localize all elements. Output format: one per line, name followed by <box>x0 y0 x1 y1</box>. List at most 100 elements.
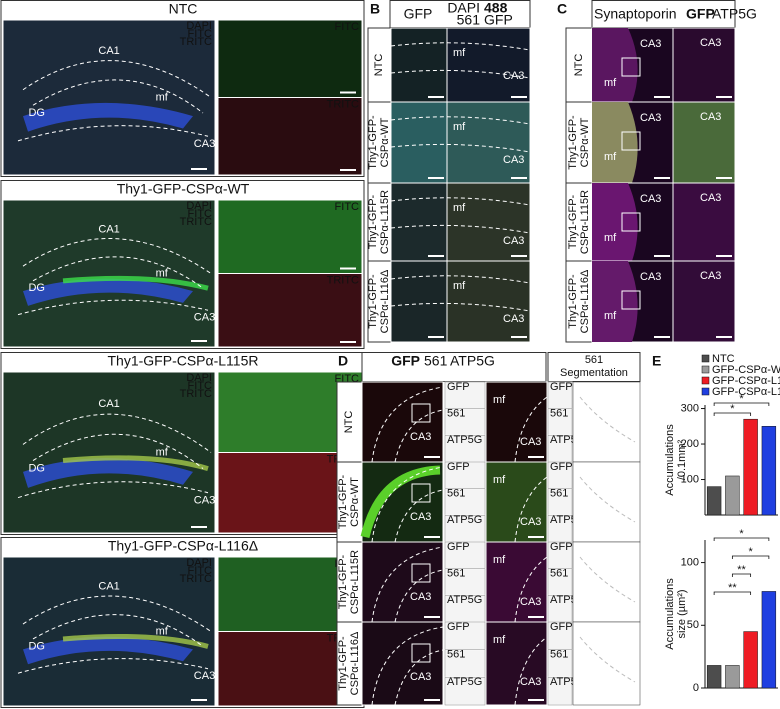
channel-label: FITC <box>188 380 212 392</box>
outline <box>390 143 531 153</box>
mini-panel <box>547 514 573 543</box>
micrograph <box>446 260 531 343</box>
mini-label: ATP5G <box>447 594 482 606</box>
significance-bracket <box>713 412 752 416</box>
outline <box>579 396 636 443</box>
micrograph <box>672 27 736 103</box>
region-label: mf <box>453 280 466 292</box>
roi-box <box>621 131 641 151</box>
region-label: CA3 <box>640 38 661 50</box>
group-title: Thy1-GFP-CSPα-WT <box>117 181 250 197</box>
legend-label: GFP-CSPα-L115R <box>712 375 780 387</box>
header-label: DAPI <box>447 0 480 16</box>
channel-label: TRITC <box>180 36 212 48</box>
outline <box>32 256 204 289</box>
segmentation <box>572 541 641 623</box>
outline <box>390 116 531 125</box>
mini-label: GFP <box>447 541 470 553</box>
micrograph <box>390 260 448 343</box>
mini-label: ATP5G <box>447 676 482 688</box>
row-label: Thy1-GFP- <box>337 474 349 529</box>
region-label: CA3 <box>700 192 721 204</box>
outline <box>514 556 548 623</box>
region-label: CA3 <box>640 193 661 205</box>
row-label: Thy1-GFP- <box>367 274 379 329</box>
dentate-gyrus <box>23 278 193 306</box>
mini-label: 561 <box>550 488 568 500</box>
y-axis-label: Accumulations <box>664 424 676 496</box>
channel-label: DAPI <box>186 20 212 32</box>
region-label: mf <box>453 121 466 133</box>
y-axis-label: Accumulations <box>664 578 676 650</box>
row-label: NTC <box>373 54 385 77</box>
inset-tritc <box>217 273 363 348</box>
tissue <box>592 102 638 183</box>
header-label: Synaptoporin <box>594 6 677 22</box>
outline <box>32 433 204 469</box>
bar <box>761 591 777 689</box>
micrograph <box>361 541 444 623</box>
micrograph <box>361 621 444 706</box>
header-frame <box>547 352 641 382</box>
bar <box>706 486 722 516</box>
region-label: CA3 <box>194 495 215 507</box>
region-label: CA3 <box>640 271 661 283</box>
region-label: CA3 <box>700 111 721 123</box>
row-label: CSPα-WT <box>379 117 391 167</box>
micrograph <box>485 461 548 543</box>
bar <box>706 665 722 689</box>
mini-label: 561 <box>447 649 465 661</box>
region-label: CA3 <box>410 431 431 443</box>
roi-box <box>411 563 431 583</box>
outline <box>514 396 548 463</box>
region-label: CA3 <box>520 676 541 688</box>
header-label: GFP <box>484 12 513 28</box>
channel-label: DAPI <box>186 372 212 384</box>
outline <box>394 569 444 623</box>
outline <box>17 125 209 142</box>
outline <box>32 614 204 647</box>
channel-label: TRITC <box>180 216 212 228</box>
significance-bracket <box>713 537 770 541</box>
outline <box>371 386 444 463</box>
tissue <box>592 261 638 342</box>
bar <box>725 665 740 689</box>
mini-label: GFP <box>550 541 573 553</box>
header-label: Segmentation <box>560 367 628 379</box>
tissue <box>592 28 638 102</box>
region-label: mf <box>156 625 169 637</box>
channel-label: FITC <box>188 208 212 220</box>
micrograph <box>485 621 548 706</box>
micrograph <box>2 199 216 348</box>
region-label: mf <box>493 394 506 406</box>
region-label: DG <box>28 282 45 294</box>
header-label: ATP5G <box>450 353 495 369</box>
header-label: ATP5G <box>712 6 757 22</box>
roi-box <box>621 212 641 232</box>
dentate-gyrus <box>23 102 193 132</box>
region-label: CA3 <box>503 313 524 325</box>
row-label: CSPα-L115R <box>349 550 361 614</box>
outline <box>17 481 209 499</box>
region-label: DG <box>28 107 45 119</box>
mini-label: 561 <box>447 568 465 580</box>
header-label: 561 <box>424 353 448 369</box>
mini-panel <box>547 434 573 463</box>
roi-box <box>411 483 431 503</box>
region-label: CA3 <box>520 596 541 608</box>
header-label: 561 <box>585 354 603 366</box>
mini-label: 561 <box>550 649 568 661</box>
row-label: CSPα-L116Δ <box>579 269 591 333</box>
row-label: NTC <box>573 54 585 77</box>
micrograph <box>390 101 448 184</box>
header-label: 561 <box>457 12 481 28</box>
mini-panel <box>444 621 486 651</box>
roi-box <box>621 57 641 77</box>
mini-frame <box>547 677 573 706</box>
region-label: CA1 <box>98 45 119 57</box>
outline <box>514 476 548 543</box>
roi-box <box>411 643 431 663</box>
channel-label: TRITC <box>180 573 212 585</box>
row-label: NTC <box>343 411 355 434</box>
